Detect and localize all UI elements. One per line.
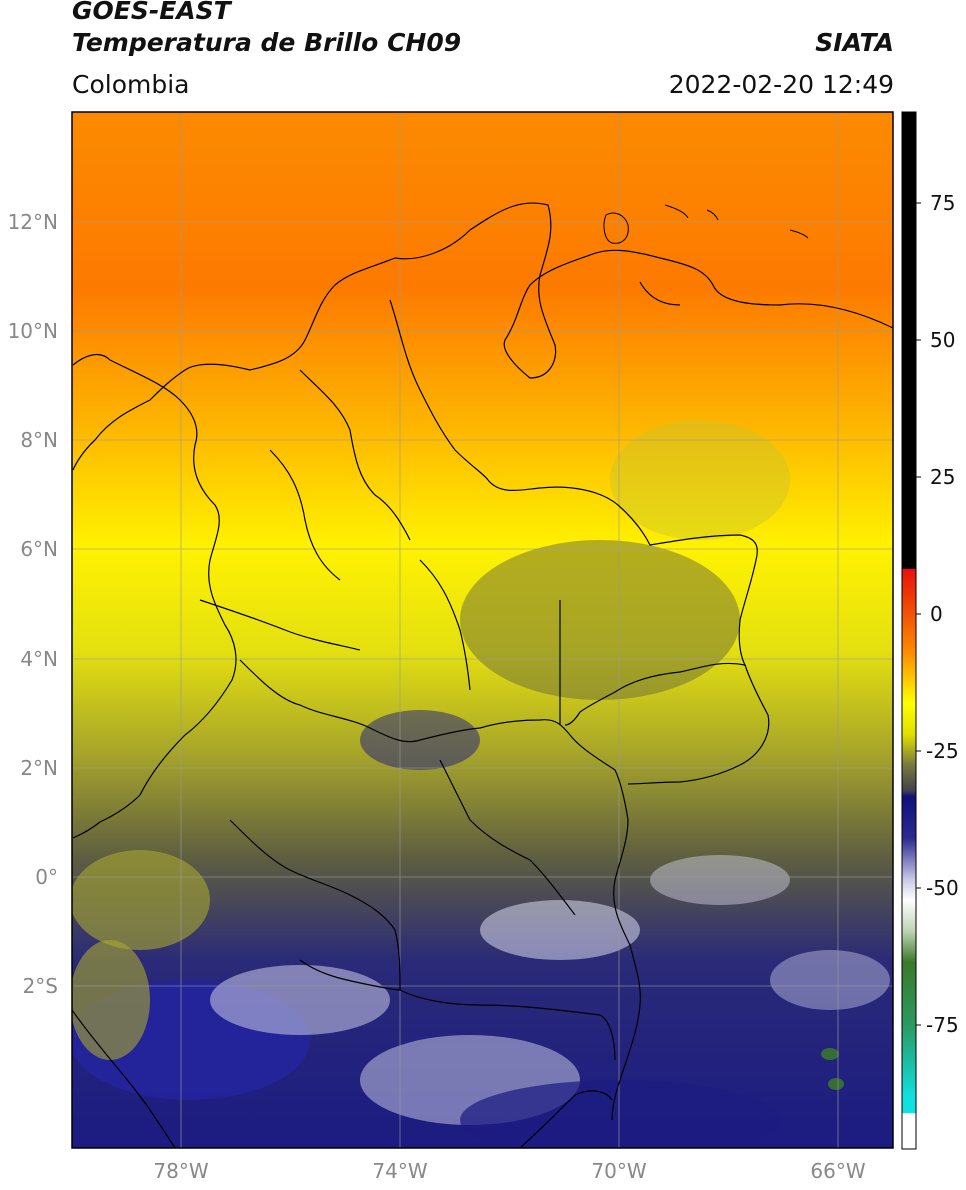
colorbar <box>901 111 917 1150</box>
map-frame <box>71 111 894 1149</box>
lat-tick: 4°N <box>20 647 58 671</box>
colorbar-tick: -50 <box>926 876 959 900</box>
lat-tick: 2°S <box>23 974 58 998</box>
satellite-title: GOES-EAST <box>72 0 231 25</box>
datetime-label: 2022-02-20 12:49 <box>668 70 894 99</box>
colorbar-tick: 50 <box>930 328 955 352</box>
lon-tick: 78°W <box>153 1159 208 1183</box>
lat-tick: 0° <box>35 865 58 889</box>
longitude-ticks: 78°W 74°W 70°W 66°W <box>153 1159 865 1183</box>
coastlines-borders <box>72 202 893 1148</box>
colorbar-tick-marks <box>916 202 921 1026</box>
colorbar-tick: 0 <box>930 602 943 626</box>
colorbar-tick: -75 <box>926 1013 959 1037</box>
product-title: Temperatura de Brillo CH09 <box>72 28 462 57</box>
latitude-ticks: 12°N 10°N 8°N 6°N 4°N 2°N 0° 2°S <box>8 210 58 998</box>
colorbar-tick: 25 <box>930 465 955 489</box>
region-label: Colombia <box>72 70 190 99</box>
colorbar-ticks: 75 50 25 0 -25 -50 -75 <box>926 191 959 1037</box>
cloud-texture <box>72 420 890 1148</box>
lat-tick: 8°N <box>20 428 58 452</box>
islands <box>603 204 809 244</box>
lat-tick: 2°N <box>20 756 58 780</box>
lon-tick: 70°W <box>591 1159 646 1183</box>
agency-label: SIATA <box>815 28 894 57</box>
graticule <box>72 112 893 1148</box>
colorbar-tick: 75 <box>930 191 955 215</box>
lon-tick: 66°W <box>810 1159 865 1183</box>
lat-tick: 10°N <box>8 319 58 343</box>
lon-tick: 74°W <box>372 1159 427 1183</box>
lat-tick: 6°N <box>20 537 58 561</box>
colorbar-tick: -25 <box>926 739 959 763</box>
lat-tick: 12°N <box>8 210 58 234</box>
